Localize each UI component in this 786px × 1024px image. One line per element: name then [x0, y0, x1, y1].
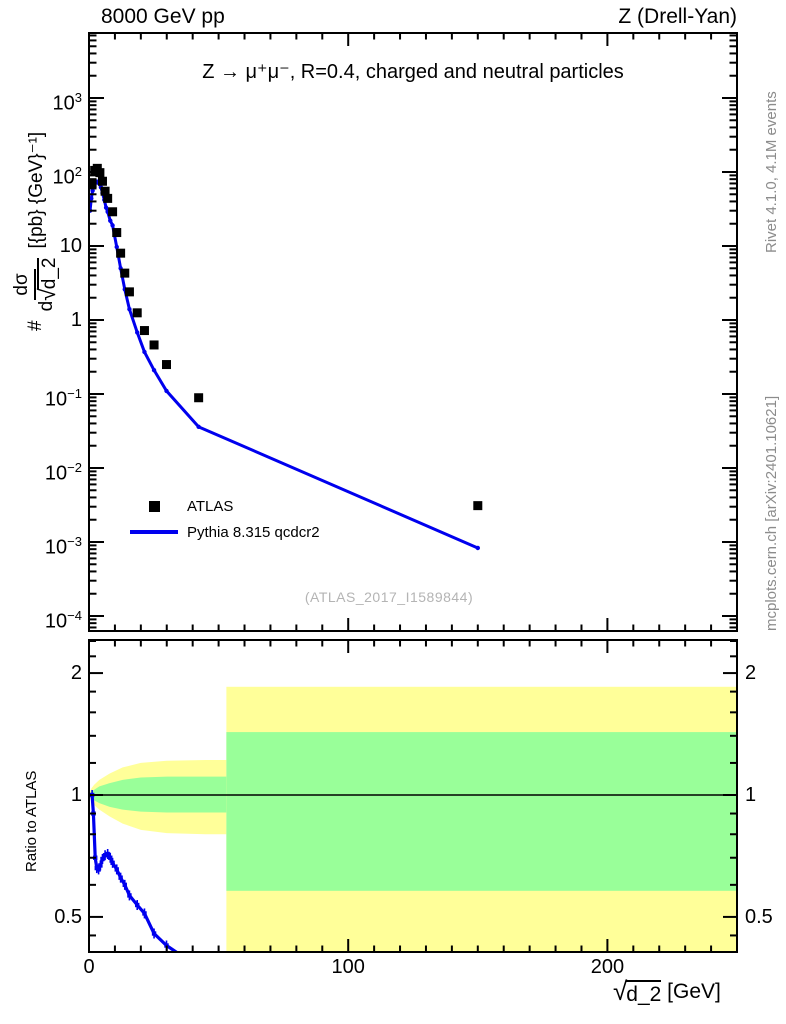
- pythia-line-marker-icon: [128, 530, 180, 534]
- y-label-numerator: dσ: [11, 269, 36, 300]
- beam-energy-label: 8000 GeV pp: [101, 5, 225, 28]
- atlas-data-point: [473, 501, 483, 511]
- y-tick-label: 10−3: [44, 534, 82, 559]
- ratio-tick-label-right: 2: [745, 662, 757, 685]
- atlas-data-point: [120, 268, 130, 278]
- ratio-tick-label-left: 2: [70, 662, 82, 685]
- y-tick-label: 10: [59, 235, 82, 257]
- band-inner-right: [226, 732, 737, 891]
- x-tick-label: 0: [83, 956, 95, 978]
- legend-item-atlas: ATLAS: [128, 493, 320, 519]
- y-label-denominator: d √ d_2: [33, 257, 61, 312]
- atlas-data-point: [108, 207, 118, 217]
- x-axis-label: √ d_2 [GeV]: [613, 976, 721, 1006]
- legend: ATLAS Pythia 8.315 qcdcr2: [128, 493, 320, 545]
- x-tick-label: 100: [331, 956, 365, 978]
- ratio-tick-label-right: 1: [745, 784, 757, 806]
- atlas-square-marker-icon: [128, 500, 180, 512]
- y-tick-label: 1: [70, 309, 82, 331]
- atlas-data-point: [132, 308, 142, 318]
- radical-sign: √: [33, 288, 60, 301]
- legend-item-pythia: Pythia 8.315 qcdcr2: [128, 519, 320, 545]
- atlas-data-point: [112, 228, 122, 238]
- atlas-data-point: [103, 193, 113, 203]
- plot-title: Z → μ⁺μ⁻, R=0.4, charged and neutral par…: [202, 61, 624, 83]
- radical-sign: √: [613, 976, 628, 1006]
- y-tick-label: 10−1: [44, 386, 82, 411]
- y-label-fraction: dσ d √ d_2: [11, 256, 61, 314]
- atlas-data-point: [139, 326, 149, 336]
- y-tick-label: 10−2: [44, 460, 82, 485]
- y-tick-label: 10−4: [44, 608, 82, 633]
- atlas-data-point: [124, 287, 134, 297]
- mcplots-credit-label: mcplots.cern.ch [arXiv:2401.10621]: [763, 395, 780, 631]
- analysis-watermark: (ATLAS_2017_I1589844): [304, 589, 474, 605]
- atlas-data-point: [162, 360, 172, 370]
- y-tick-label: 102: [52, 164, 82, 189]
- atlas-data-point: [97, 176, 107, 186]
- x-tick-label: 200: [590, 956, 625, 978]
- atlas-data-point: [194, 393, 204, 403]
- ratio-tick-label-left: 1: [70, 784, 82, 806]
- ratio-tick-label-left: 0.5: [54, 905, 82, 928]
- process-label: Z (Drell-Yan): [618, 5, 737, 28]
- atlas-data-point: [149, 340, 159, 350]
- ratio-tick-label-right: 0.5: [745, 905, 773, 928]
- rivet-version-label: Rivet 4.1.0, 4.1M events: [763, 91, 780, 253]
- y-tick-label: 103: [52, 90, 82, 115]
- atlas-data-point: [116, 248, 126, 258]
- atlas-data-point: [100, 186, 110, 196]
